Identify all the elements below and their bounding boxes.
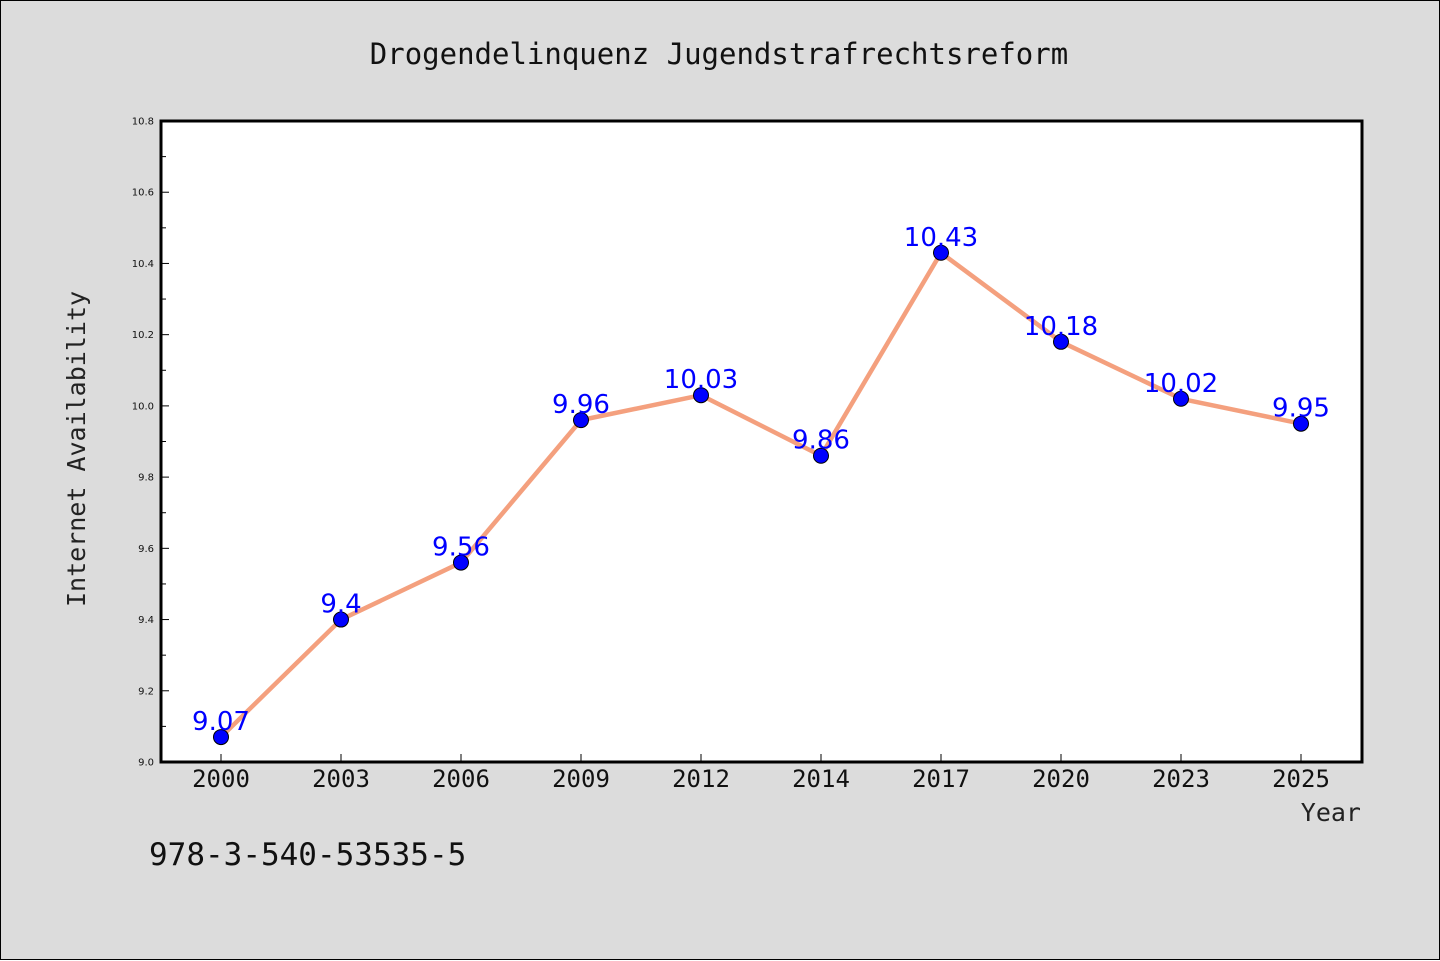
data-point-marker — [213, 729, 229, 746]
y-tick-label: 10.8 — [132, 117, 154, 128]
data-point-marker — [813, 447, 829, 464]
x-axis-ticks: 2000 2003 2006 2009 2012 2014 2017 2020 2023 2025 — [192, 754, 1330, 793]
y-tick-label: 9.2 — [138, 686, 154, 697]
x-tick-label: 2003 — [312, 765, 370, 793]
y-axis-label: Internet Availability — [62, 291, 91, 607]
data-point-label: 9.86 — [792, 426, 850, 456]
data-point-marker — [573, 412, 589, 429]
plot-frame — [159, 119, 1364, 764]
x-tick-label: 2023 — [1152, 765, 1210, 793]
data-point-label: 10.43 — [904, 223, 978, 253]
footer-code: 978-3-540-53535-5 — [149, 837, 466, 873]
y-tick-label: 10.0 — [132, 401, 154, 412]
x-tick-label: 2017 — [912, 765, 970, 793]
y-tick-label: 10.2 — [132, 330, 154, 341]
data-markers — [213, 244, 1309, 746]
y-tick-label: 10.4 — [132, 259, 154, 270]
data-point-label: 9.95 — [1272, 394, 1330, 424]
y-axis-ticks: 9.0 9.2 9.4 9.6 9.8 10.0 10.2 10.4 10.6 10.8 — [132, 117, 169, 769]
data-point-label: 9.56 — [432, 533, 490, 563]
data-point-marker — [1173, 390, 1189, 407]
data-labels: 9.07 9.4 9.56 9.96 10.03 9.86 10.43 10.18 10.02 9… — [192, 223, 1330, 737]
data-point-marker — [933, 244, 949, 261]
y-tick-label: 9.4 — [138, 615, 154, 626]
data-point-marker — [1293, 415, 1309, 432]
x-tick-label: 2006 — [432, 765, 490, 793]
x-tick-label: 2025 — [1272, 765, 1330, 793]
data-point-label: 9.4 — [320, 590, 361, 620]
data-point-label: 10.02 — [1144, 369, 1218, 399]
plot-area — [161, 121, 1362, 762]
data-point-label: 10.18 — [1024, 312, 1098, 342]
x-tick-label: 2012 — [672, 765, 730, 793]
x-tick-label: 2009 — [552, 765, 610, 793]
x-tick-label: 2014 — [792, 765, 850, 793]
x-axis-label: Year — [1301, 798, 1361, 827]
data-point-label: 9.96 — [552, 390, 610, 420]
data-point-marker — [693, 387, 709, 404]
chart-title: Drogendelinquenz Jugendstrafrechtsreform — [370, 37, 1068, 71]
series-line — [218, 250, 1304, 740]
x-tick-label: 2000 — [192, 765, 250, 793]
data-point-label: 9.07 — [192, 707, 250, 737]
y-tick-label: 9.6 — [138, 544, 154, 555]
data-point-marker — [333, 611, 349, 628]
data-point-marker — [453, 554, 469, 571]
data-point-marker — [1053, 333, 1069, 350]
data-point-label: 10.03 — [664, 365, 738, 395]
x-tick-label: 2020 — [1032, 765, 1090, 793]
y-tick-label: 9.0 — [138, 758, 154, 769]
y-tick-label: 9.8 — [138, 473, 154, 484]
y-tick-label: 10.6 — [132, 188, 154, 199]
